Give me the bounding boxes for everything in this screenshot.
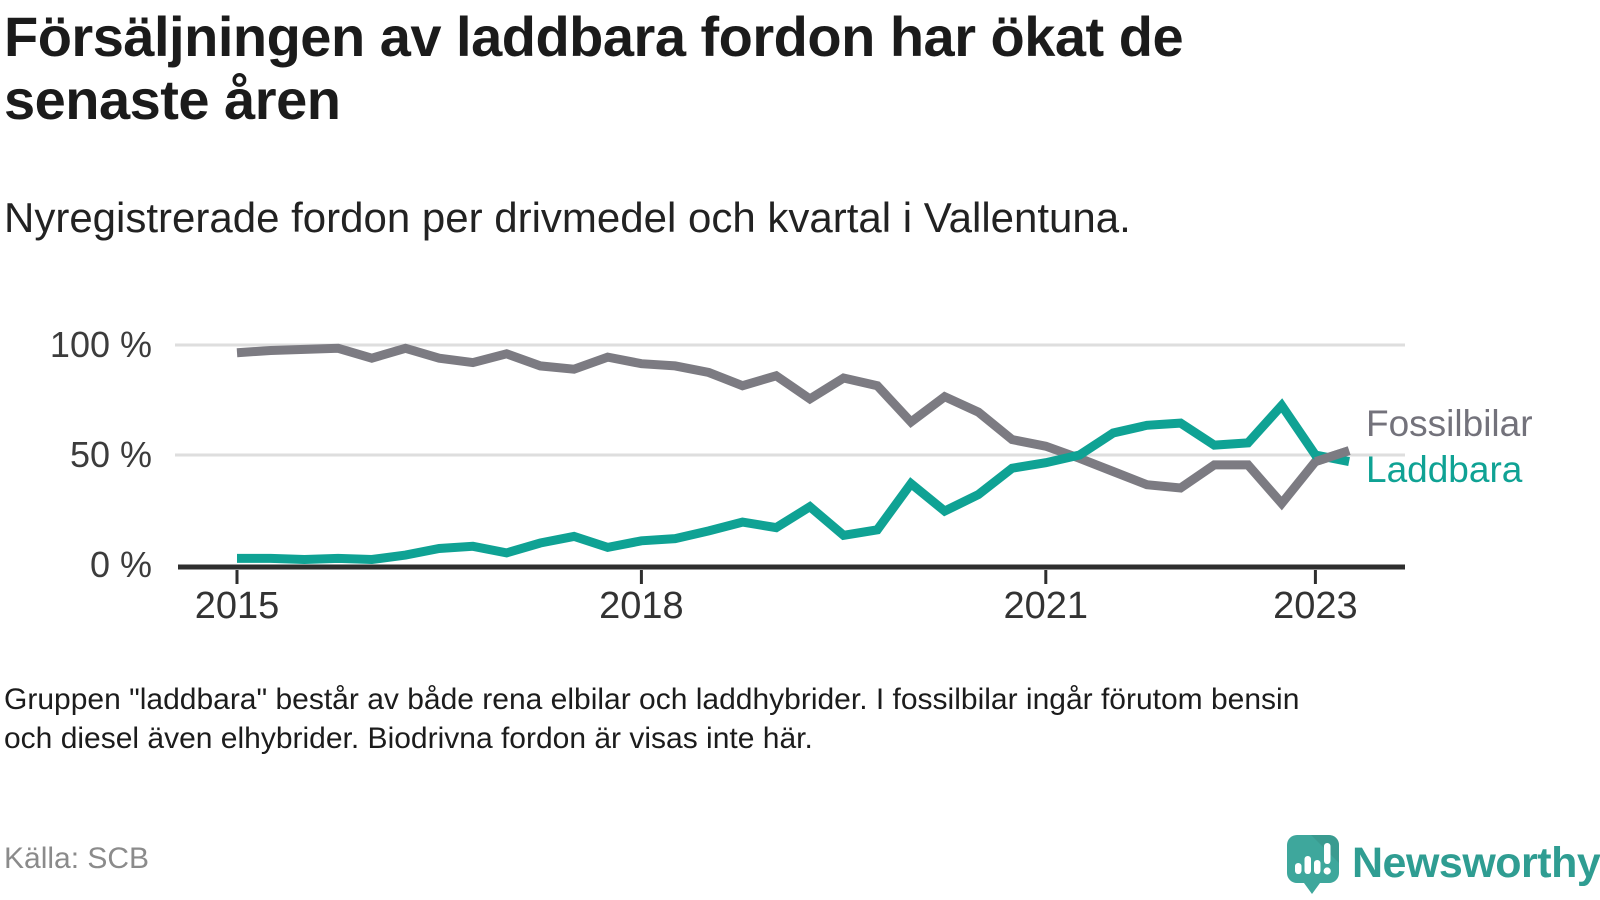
- legend-label-laddbara: Laddbara: [1366, 449, 1523, 490]
- footnote-line-2: och diesel även elhybrider. Biodrivna fo…: [4, 722, 813, 755]
- laddbara-line: [237, 398, 1350, 565]
- title-line-2: senaste åren: [4, 67, 341, 131]
- x-axis-label-2023: 2023: [1273, 585, 1358, 627]
- y-axis-label-0: 0 %: [89, 544, 152, 585]
- chart-subtitle: Nyregistrerade fordon per drivmedel och …: [4, 194, 1131, 241]
- y-axis-label-50: 50 %: [69, 434, 152, 475]
- x-axis-label-2015: 2015: [194, 585, 280, 627]
- x-axis-label-2018: 2018: [599, 585, 684, 627]
- newsworthy-wordmark: Newsworthy: [1352, 839, 1600, 887]
- title-line-1: Försäljningen av laddbara fordon har öka…: [4, 5, 1184, 68]
- source-label: Källa: SCB: [4, 842, 150, 875]
- newsworthy-logo: Newsworthy: [1284, 832, 1600, 894]
- footnote-line-1: Gruppen "laddbara" består av både rena e…: [4, 683, 1300, 716]
- page-title: Försäljningen av laddbara fordon har öka…: [4, 5, 1564, 131]
- chart-footnote: Gruppen "laddbara" består av både rena e…: [4, 680, 1600, 758]
- legend-label-fossilbilar: Fossilbilar: [1366, 403, 1533, 444]
- y-axis-label-100: 100 %: [49, 324, 152, 365]
- fossilbilar-line: [236, 343, 1351, 511]
- line-chart: [175, 343, 1405, 584]
- newsworthy-speech-bubble-chart-icon: [1287, 835, 1339, 894]
- x-axis-label-2021: 2021: [1003, 585, 1089, 627]
- fossilbilar-line-tip: [1314, 446, 1351, 466]
